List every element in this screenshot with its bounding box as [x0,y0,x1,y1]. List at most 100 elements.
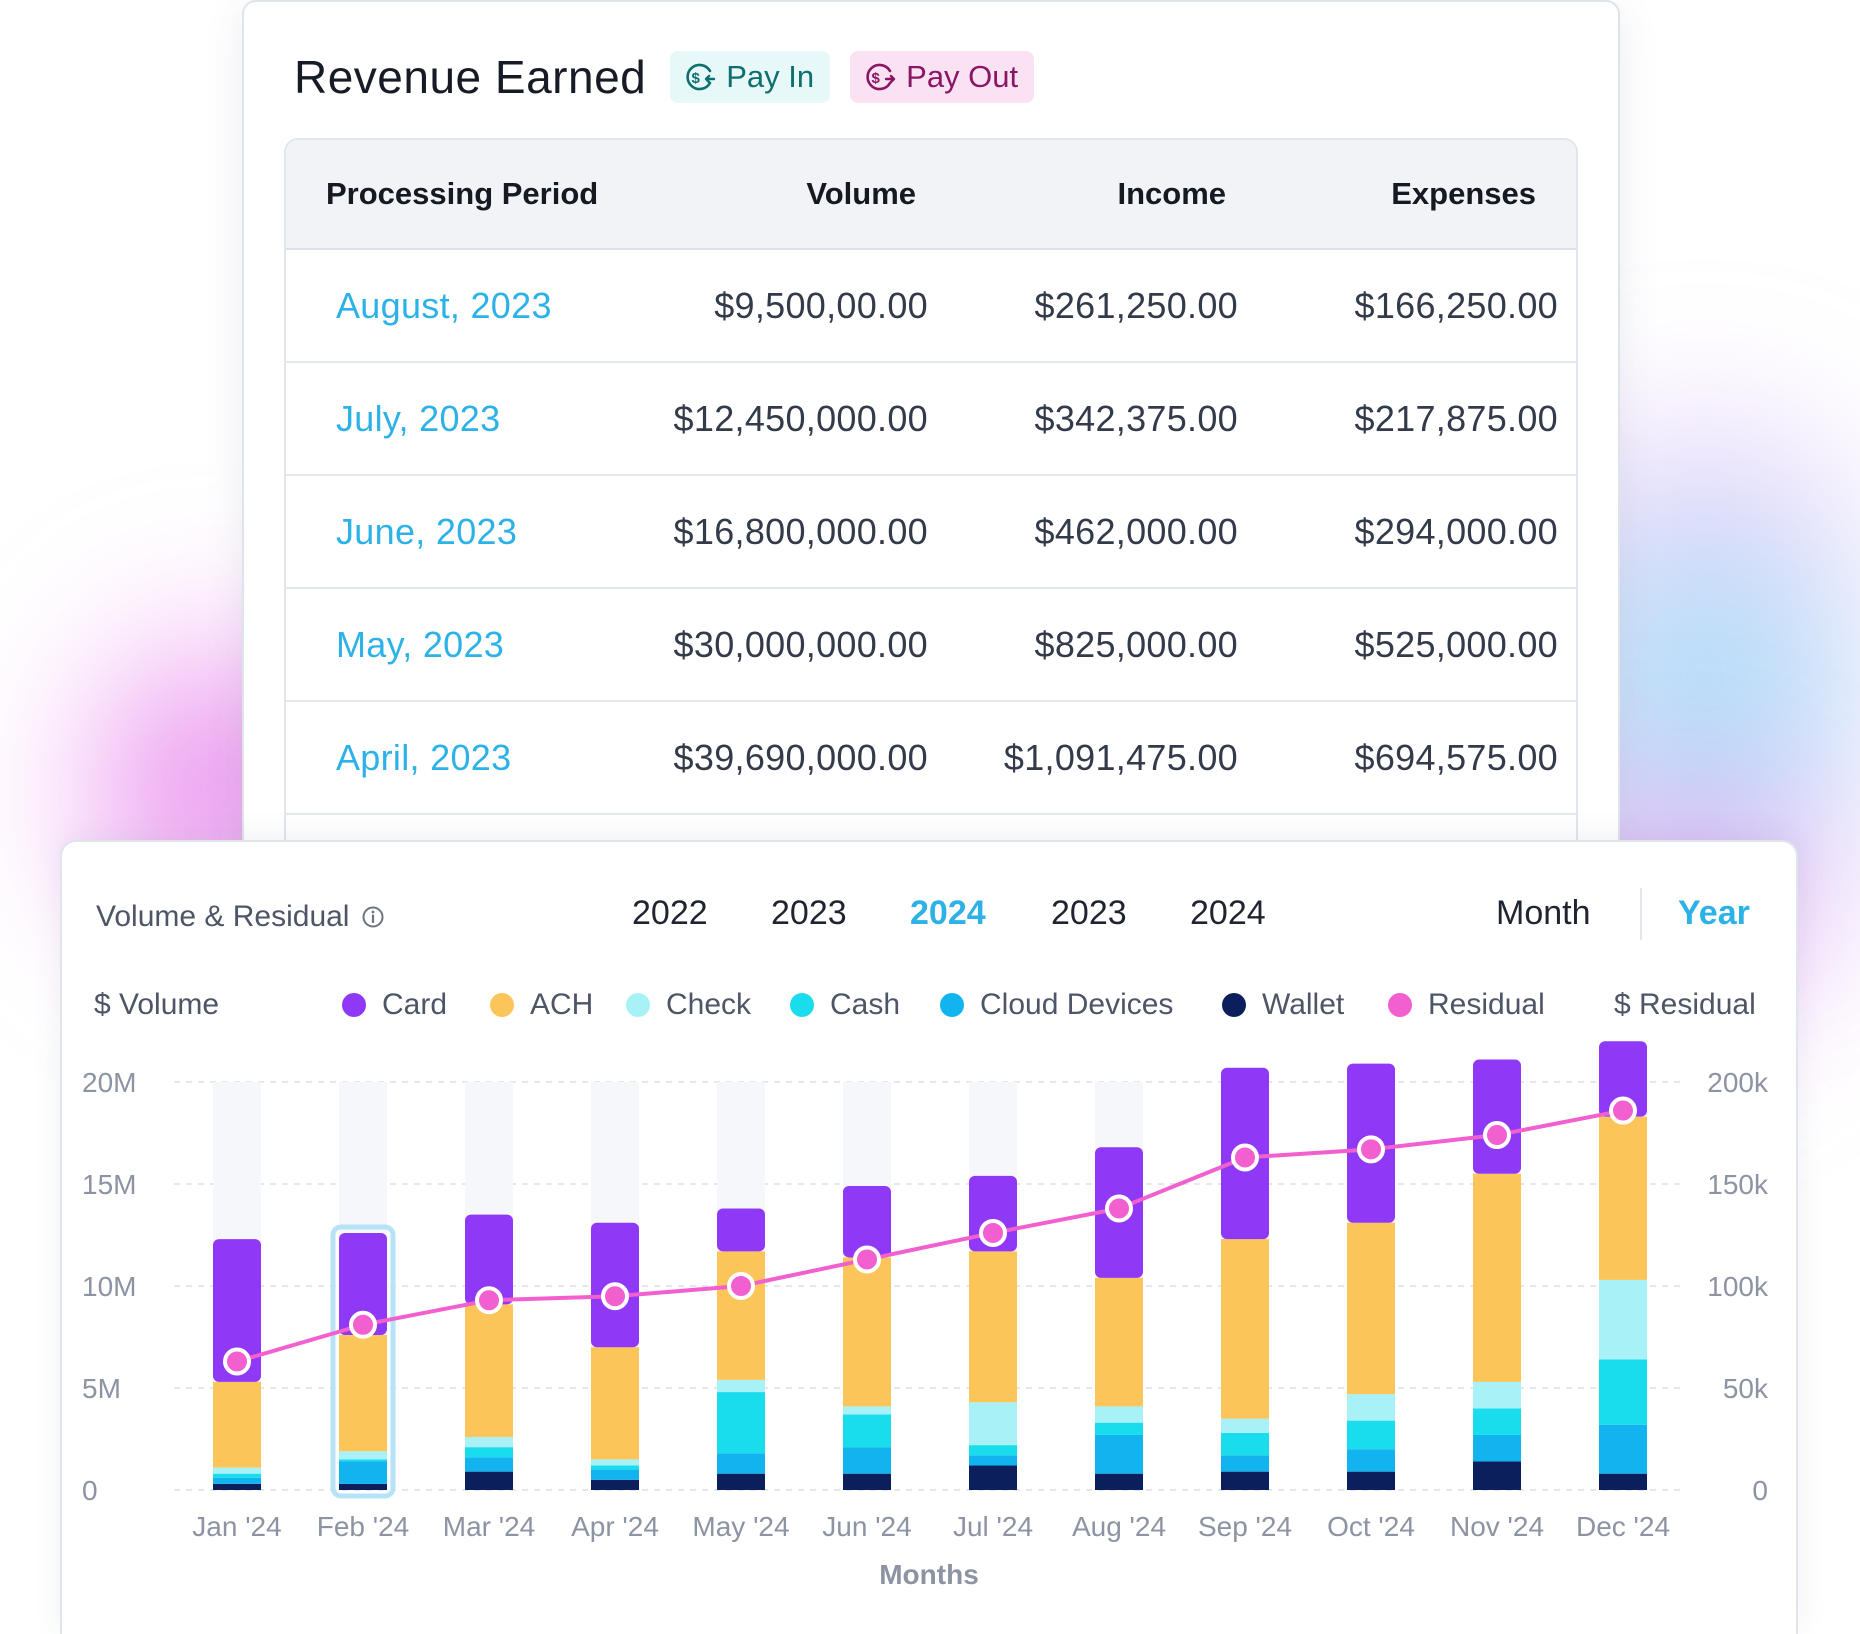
legend-wallet-label: Wallet [1262,988,1345,1021]
pay-in-icon: $ [686,63,716,91]
x-tick-label: Feb '24 [317,1511,410,1542]
bar-segment-cash [843,1414,891,1448]
period-cell[interactable]: June, 2023 [336,511,518,552]
column-header-volume[interactable]: Volume [806,176,916,211]
period-cell[interactable]: April, 2023 [336,737,512,778]
bar-segment-wallet [843,1473,891,1490]
year-tab-2023[interactable]: 2023 [771,894,847,932]
table-row[interactable]: July, 2023 $12,450,000.00 $342,375.00 $2… [286,363,1576,476]
legend-ach-label: ACH [530,988,594,1021]
bar-segment-card [843,1186,891,1258]
bar-segment-check [717,1379,765,1393]
bar-segment-ach [465,1304,513,1437]
period-tab-year-selected[interactable]: Year [1678,894,1750,932]
bar-segment-cloud-devices [339,1461,387,1484]
period-cell[interactable]: May, 2023 [336,624,505,665]
legend-ach[interactable]: ACH [490,988,593,1022]
bar-segment-wallet [465,1471,513,1490]
legend-wallet[interactable]: Wallet [1222,988,1344,1022]
svg-text:$: $ [692,70,701,87]
period-tab-divider [1640,888,1642,940]
year-tab-2022[interactable]: 2022 [632,894,708,932]
bar-segment-cash [1599,1359,1647,1425]
x-axis-title: Months [879,1559,979,1590]
x-tick-label: Dec '24 [1576,1511,1670,1542]
bar-segment-cloud-devices [591,1469,639,1480]
bar-segment-card [465,1214,513,1305]
y2-tick-label: 0 [1752,1475,1768,1506]
legend-card[interactable]: Card [342,988,447,1022]
column-header-expenses[interactable]: Expenses [1391,176,1536,211]
legend-check[interactable]: Check [626,988,751,1022]
volume-residual-chart: 0 5M 10M 15M 20M 0 50k 100k 150k 200k Jan '24 Feb '… [82,1041,1769,1590]
bar-segment-cloud-devices [1473,1434,1521,1462]
bar-segment-cloud-devices [1347,1449,1395,1472]
chart-title-text: Volume & Residual [96,900,350,933]
x-tick-label: Nov '24 [1450,1511,1544,1542]
volume-cell: $30,000,000.00 [673,624,928,665]
info-icon[interactable] [361,905,385,929]
table-row[interactable]: May, 2023 $30,000,000.00 $825,000.00 $52… [286,589,1576,702]
volume-cell: $16,800,000.00 [673,511,928,552]
bar-segment-check [1347,1394,1395,1421]
legend-cloud-devices-dot [940,993,964,1017]
bar-segment-ach [969,1251,1017,1403]
year-tab-2024-selected[interactable]: 2024 [910,894,986,932]
legend-ach-dot [490,993,514,1017]
bar-segment-ach [1095,1277,1143,1407]
legend-check-dot [626,993,650,1017]
bar-segment-check [339,1451,387,1460]
legend-check-label: Check [666,988,752,1021]
bar-segment-ach [843,1257,891,1407]
volume-cell: $9,500,00.00 [714,285,928,326]
revenue-header: Revenue Earned $ Pay In $ Pay Out [294,46,1054,108]
revenue-title: Revenue Earned [294,51,647,103]
column-header-income[interactable]: Income [1117,176,1226,211]
bar-segment-ach [213,1381,261,1468]
x-tick-label: Apr '24 [571,1511,659,1542]
bar-segment-cloud-devices [1095,1434,1143,1474]
legend-cash[interactable]: Cash [790,988,900,1022]
bar-segment-cloud-devices [465,1457,513,1472]
x-tick-label: Jul '24 [953,1511,1033,1542]
bar-segment-cash [591,1465,639,1470]
period-cell[interactable]: July, 2023 [336,398,501,439]
table-row[interactable]: August, 2023 $9,500,00.00 $261,250.00 $1… [286,250,1576,363]
expenses-cell: $166,250.00 [1354,285,1558,326]
y-tick-label: 15M [82,1169,136,1200]
bar-segment-wallet [1599,1473,1647,1490]
residual-line [236,1108,1624,1364]
bar-segment-check [1095,1406,1143,1423]
table-row[interactable]: June, 2023 $16,800,000.00 $462,000.00 $2… [286,476,1576,589]
bar-segment-cloud-devices [213,1477,261,1484]
bar-segment-cash [339,1459,387,1462]
column-header-processing-period[interactable]: Processing Period [326,176,599,211]
bar-segment-wallet [213,1483,261,1490]
bar-segment-cloud-devices [969,1455,1017,1466]
x-tick-label: Jun '24 [822,1511,911,1542]
bar-segment-cash [717,1392,765,1454]
legend-cloud-devices[interactable]: Cloud Devices [940,988,1173,1022]
year-tab-2024-second[interactable]: 2024 [1190,894,1266,932]
income-cell: $342,375.00 [1034,398,1238,439]
chart-title: Volume & Residual [96,900,385,934]
bar-segment-cash [1095,1422,1143,1435]
table-header: Processing Period Volume Income Expenses [286,140,1576,250]
period-cell[interactable]: August, 2023 [336,285,552,326]
pay-out-button[interactable]: $ Pay Out [850,51,1035,103]
legend-residual[interactable]: Residual [1388,988,1545,1022]
table-row[interactable]: April, 2023 $39,690,000.00 $1,091,475.00… [286,702,1576,815]
pay-out-label: Pay Out [906,59,1019,94]
legend-residual-label: Residual [1428,988,1545,1021]
svg-text:$: $ [872,70,881,87]
residual-point [1609,1096,1637,1125]
year-tab-2023-second[interactable]: 2023 [1051,894,1127,932]
x-tick-label: Aug '24 [1072,1511,1166,1542]
income-cell: $261,250.00 [1034,285,1238,326]
revenue-table: Processing Period Volume Income Expenses… [284,138,1578,872]
residual-point [475,1286,503,1315]
bar-segment-ach [1221,1239,1269,1419]
period-tab-month[interactable]: Month [1496,894,1591,932]
residual-point [1105,1194,1133,1223]
pay-in-button[interactable]: $ Pay In [670,51,831,103]
